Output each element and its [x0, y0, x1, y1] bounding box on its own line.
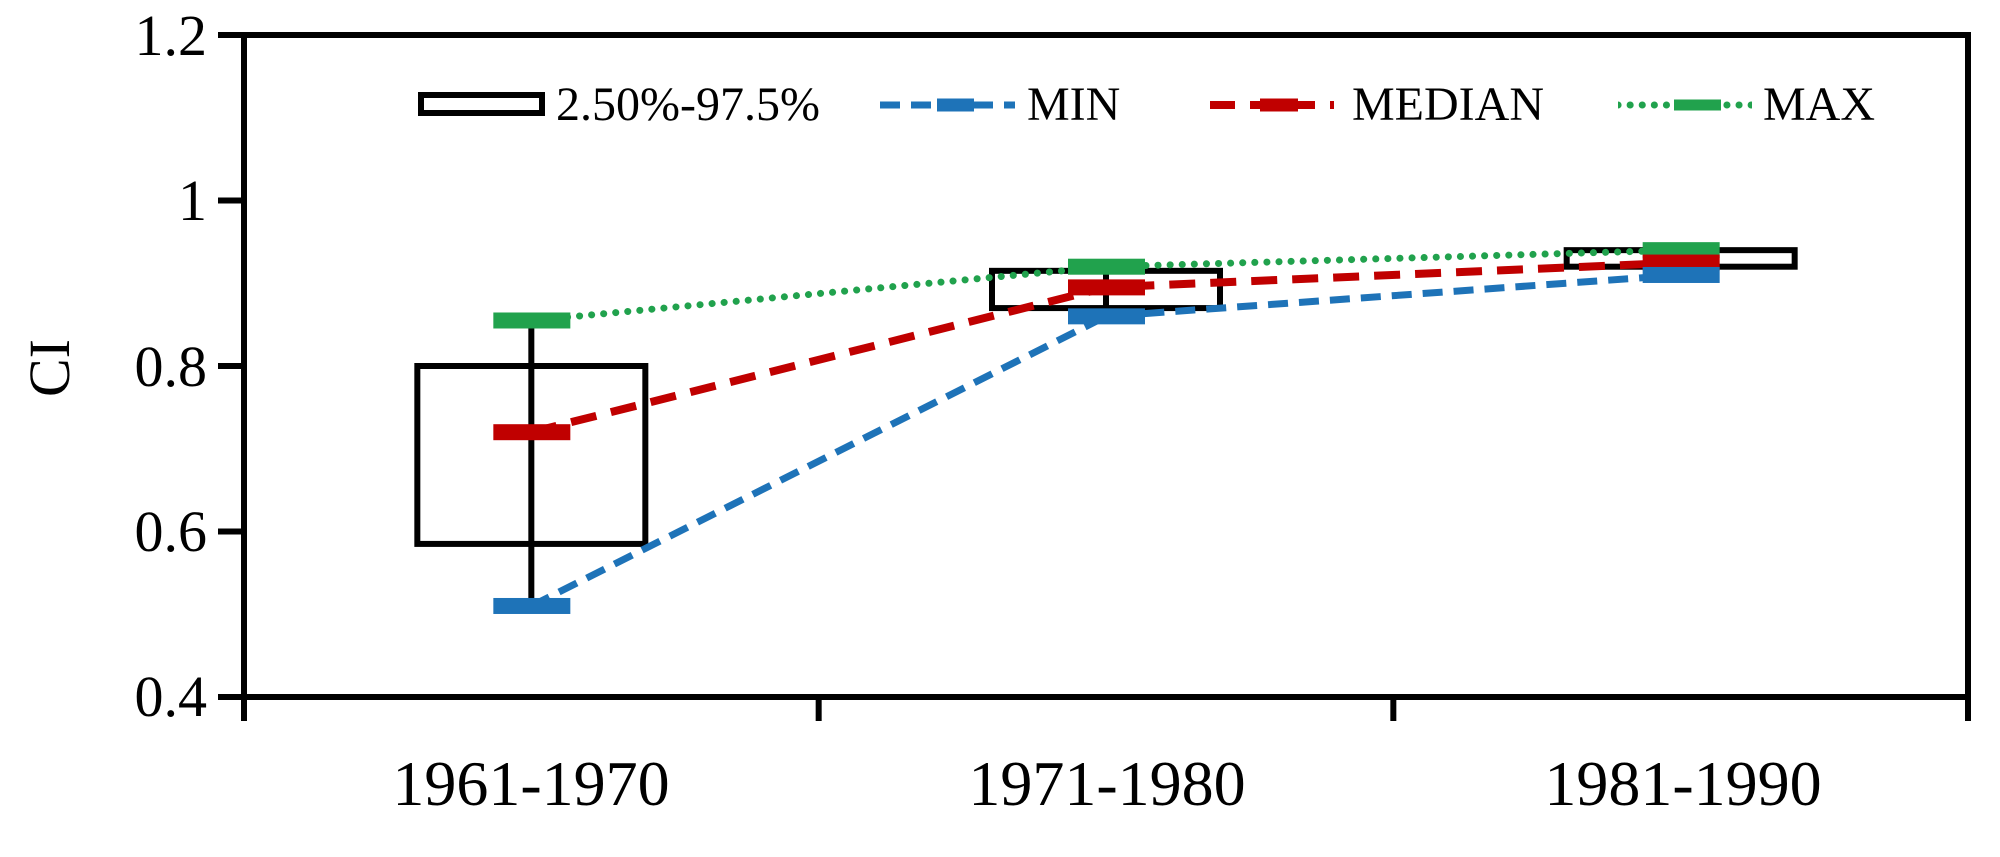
legend-label-box: 2.50%-97.5%	[556, 78, 820, 131]
legend-box-swatch	[418, 92, 545, 116]
max-marker-0	[493, 312, 571, 329]
x-tick-label: 1981-1990	[1544, 748, 1822, 819]
legend-median-line-sample	[1210, 98, 1334, 112]
median-marker-2	[1642, 254, 1720, 271]
legend-label-median: MEDIAN	[1352, 78, 1544, 131]
x-tick-label: 1961-1970	[392, 748, 670, 819]
min-marker-2	[1642, 266, 1720, 283]
min-marker-0	[493, 597, 571, 614]
y-tick-label: 1	[178, 168, 207, 233]
max-marker-1	[1068, 258, 1145, 275]
y-tick-label: 0.6	[134, 499, 208, 564]
median-marker-0	[493, 424, 571, 441]
x-tick-label: 1971-1980	[968, 748, 1246, 819]
median-marker-1	[1068, 279, 1145, 296]
legend-label-max: MAX	[1763, 78, 1876, 131]
legend-max-line-sample	[1618, 99, 1752, 111]
max-line	[527, 246, 1685, 324]
legend-label-min: MIN	[1027, 78, 1121, 131]
y-tick-label: 0.8	[134, 334, 208, 399]
min-line	[529, 271, 1681, 610]
max-marker-2	[1642, 242, 1720, 259]
y-tick-label: 1.2	[134, 3, 208, 68]
y-tick-label: 0.4	[134, 664, 208, 729]
legend-min-line-sample	[880, 98, 1015, 112]
min-marker-1	[1068, 308, 1145, 325]
